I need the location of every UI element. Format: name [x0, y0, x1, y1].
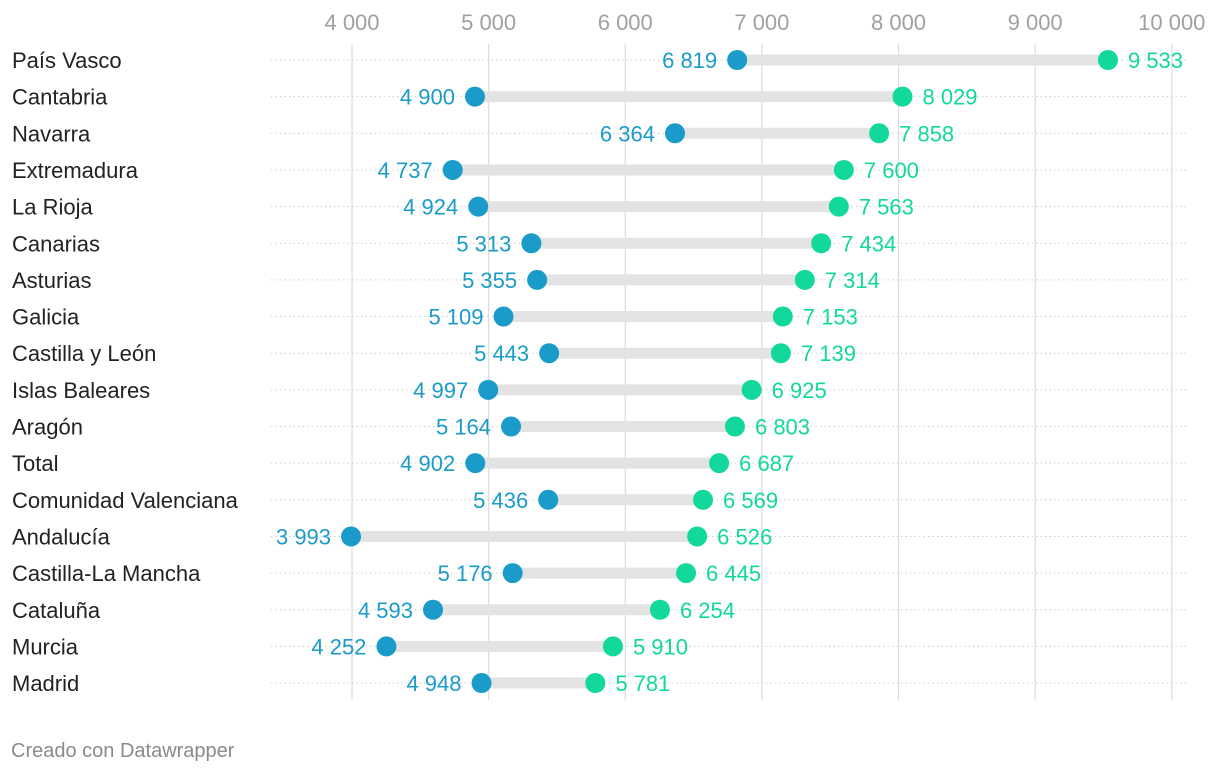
high-dot: [794, 269, 815, 290]
low-dot: [423, 599, 444, 620]
low-dot: [521, 233, 542, 254]
high-dot: [869, 123, 890, 144]
high-value-label: 6 445: [706, 561, 761, 586]
high-value-label: 6 254: [680, 598, 735, 623]
low-dot: [468, 196, 489, 217]
low-value-label: 4 252: [311, 634, 366, 659]
category-label: Comunidad Valenciana: [12, 488, 239, 513]
x-tick-label: 7 000: [734, 10, 789, 35]
low-dot: [464, 86, 485, 107]
category-label: Asturias: [12, 268, 91, 293]
high-value-label: 6 803: [755, 415, 810, 440]
category-label: Navarra: [12, 121, 91, 146]
low-value-label: 5 355: [462, 268, 517, 293]
low-dot: [471, 673, 492, 694]
high-value-label: 7 563: [859, 195, 914, 220]
high-value-label: 6 925: [772, 378, 827, 403]
high-value-label: 7 139: [801, 341, 856, 366]
category-label: Cataluña: [12, 598, 101, 623]
footer-credit: Creado con Datawrapper: [11, 740, 235, 762]
category-label: Total: [12, 451, 58, 476]
high-value-label: 7 314: [825, 268, 880, 293]
low-value-label: 5 313: [456, 231, 511, 256]
low-value-label: 6 819: [662, 48, 717, 73]
low-dot: [493, 306, 514, 327]
high-dot: [724, 416, 745, 437]
low-dot: [664, 123, 685, 144]
high-dot: [693, 489, 714, 510]
high-dot: [585, 673, 606, 694]
high-value-label: 5 910: [633, 634, 688, 659]
high-dot: [741, 379, 762, 400]
high-dot: [833, 159, 854, 180]
low-value-label: 3 993: [276, 524, 331, 549]
category-label: Canarias: [12, 231, 100, 256]
high-dot: [772, 306, 793, 327]
low-value-label: 4 902: [400, 451, 455, 476]
x-tick-label: 6 000: [598, 10, 653, 35]
high-value-label: 7 153: [803, 305, 858, 330]
low-dot: [478, 379, 499, 400]
high-dot: [828, 196, 849, 217]
low-dot: [502, 563, 523, 584]
dot-range-chart: 4 000 5 000 6 000 7 000 8 000 9 000 10 000 País…: [12, 10, 1205, 700]
low-value-label: 6 364: [600, 121, 655, 146]
high-value-label: 6 569: [723, 488, 778, 513]
category-label: Castilla-La Mancha: [12, 561, 201, 586]
low-value-label: 5 176: [438, 561, 493, 586]
low-dot: [538, 489, 559, 510]
high-value-label: 7 858: [899, 121, 954, 146]
low-value-label: 5 436: [473, 488, 528, 513]
high-dot: [811, 233, 832, 254]
low-value-label: 4 924: [403, 195, 458, 220]
low-value-label: 4 737: [378, 158, 433, 183]
high-value-label: 5 781: [615, 671, 670, 696]
x-tick-label: 4 000: [324, 10, 379, 35]
low-value-label: 5 109: [428, 305, 483, 330]
low-dot: [501, 416, 522, 437]
category-label: Aragón: [12, 415, 83, 440]
high-dot: [602, 636, 623, 657]
x-tick-label: 5 000: [461, 10, 516, 35]
category-label: Extremadura: [12, 158, 139, 183]
high-dot: [687, 526, 708, 547]
high-value-label: 6 687: [739, 451, 794, 476]
category-label: Madrid: [12, 671, 79, 696]
low-dot: [465, 453, 486, 474]
x-tick-label: 9 000: [1008, 10, 1063, 35]
high-dot: [770, 343, 791, 364]
low-dot: [727, 50, 748, 70]
low-dot: [376, 636, 397, 657]
category-label: Andalucía: [12, 524, 111, 549]
category-label: La Rioja: [12, 195, 93, 220]
category-label: Castilla y León: [12, 341, 156, 366]
low-value-label: 5 443: [474, 341, 529, 366]
category-label: Galicia: [12, 305, 80, 330]
low-dot: [527, 269, 548, 290]
high-dot: [709, 453, 730, 474]
high-dot: [676, 563, 697, 584]
low-dot: [341, 526, 362, 547]
category-label: Murcia: [12, 634, 79, 659]
low-value-label: 4 593: [358, 598, 413, 623]
category-label: País Vasco: [12, 48, 122, 73]
high-value-label: 6 526: [717, 524, 772, 549]
low-value-label: 4 948: [406, 671, 461, 696]
high-dot: [649, 599, 670, 620]
category-label: Islas Baleares: [12, 378, 150, 403]
high-dot: [1097, 50, 1118, 70]
high-dot: [892, 86, 913, 107]
x-tick-label: 8 000: [871, 10, 926, 35]
low-value-label: 4 997: [413, 378, 468, 403]
low-value-label: 4 900: [400, 85, 455, 110]
high-value-label: 7 600: [864, 158, 919, 183]
low-value-label: 5 164: [436, 415, 491, 440]
high-value-label: 8 029: [922, 85, 977, 110]
high-value-label: 7 434: [841, 231, 896, 256]
low-dot: [539, 343, 560, 364]
low-dot: [442, 159, 463, 180]
x-tick-label: 10 000: [1138, 10, 1205, 35]
category-label: Cantabria: [12, 85, 108, 110]
high-value-label: 9 533: [1128, 48, 1183, 73]
